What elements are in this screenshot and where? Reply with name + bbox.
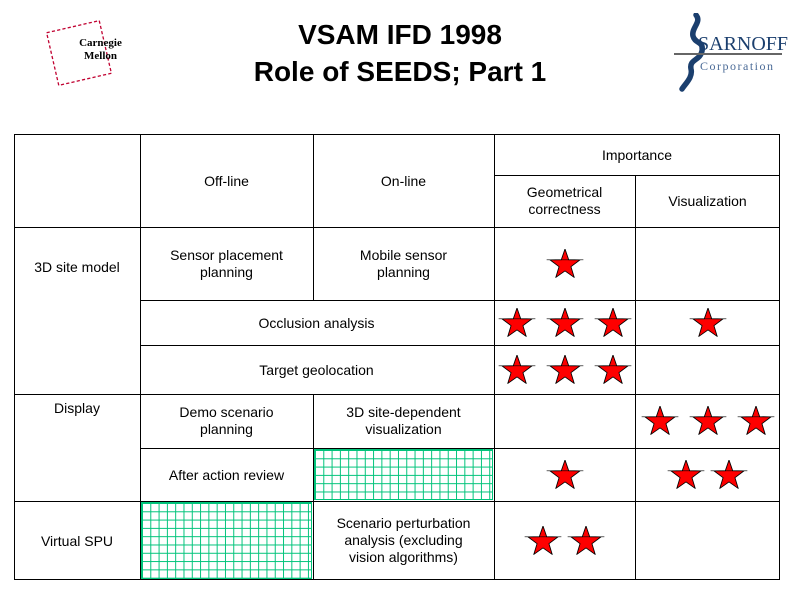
svg-text:Corporation: Corporation xyxy=(700,59,775,73)
svg-text:SARNOFF: SARNOFF xyxy=(698,33,788,55)
